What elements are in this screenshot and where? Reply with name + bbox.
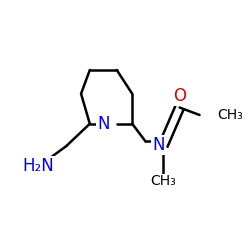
Text: H₂N: H₂N xyxy=(22,157,54,175)
Text: N: N xyxy=(97,115,110,133)
Text: CH₃: CH₃ xyxy=(150,174,176,188)
Text: CH₃: CH₃ xyxy=(217,108,243,122)
Text: O: O xyxy=(173,87,186,105)
Text: N: N xyxy=(152,136,165,154)
